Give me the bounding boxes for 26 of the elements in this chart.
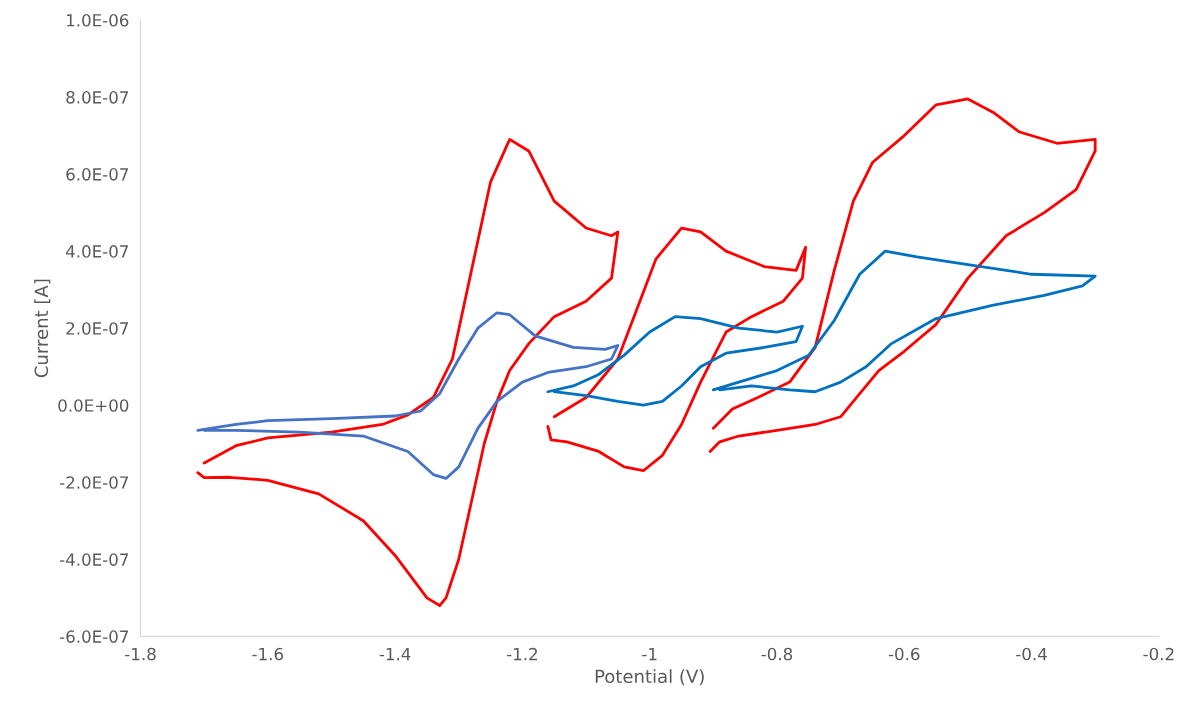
y-tick-label: -6.0E-07	[59, 630, 128, 643]
x-tick-label: -1.4	[379, 647, 411, 661]
line-series	[546, 226, 808, 473]
x-tick-label: -1.2	[506, 647, 537, 661]
x-tick-label: -0.8	[761, 647, 793, 661]
x-tick-label: -0.4	[1016, 647, 1047, 661]
line-series	[708, 97, 1097, 453]
x-tick-label: -1.6	[252, 647, 284, 661]
y-tick-label: 0.0E+00	[58, 399, 129, 412]
y-tick-label: 4.0E-07	[65, 245, 128, 258]
y-tick-label: -2.0E-07	[59, 476, 128, 489]
x-tick-label: -1	[642, 647, 657, 661]
line-series	[546, 315, 804, 407]
y-tick-label: -4.0E-07	[59, 553, 128, 566]
y-axis-title: Current [A]	[34, 279, 51, 378]
x-tick-label: -1.8	[125, 647, 156, 661]
line-series	[196, 311, 620, 480]
x-axis-title: Potential (V)	[595, 669, 704, 686]
line-series	[711, 249, 1097, 394]
line-series	[196, 138, 620, 607]
x-tick-label: -0.2	[1143, 647, 1174, 661]
x-tick-label: -0.6	[888, 647, 920, 661]
y-tick-label: 2.0E-07	[66, 322, 128, 335]
y-tick-label: 6.0E-07	[66, 168, 128, 181]
y-tick-label: 1.0E-06	[67, 13, 129, 27]
y-tick-label: 8.0E-07	[66, 91, 128, 104]
